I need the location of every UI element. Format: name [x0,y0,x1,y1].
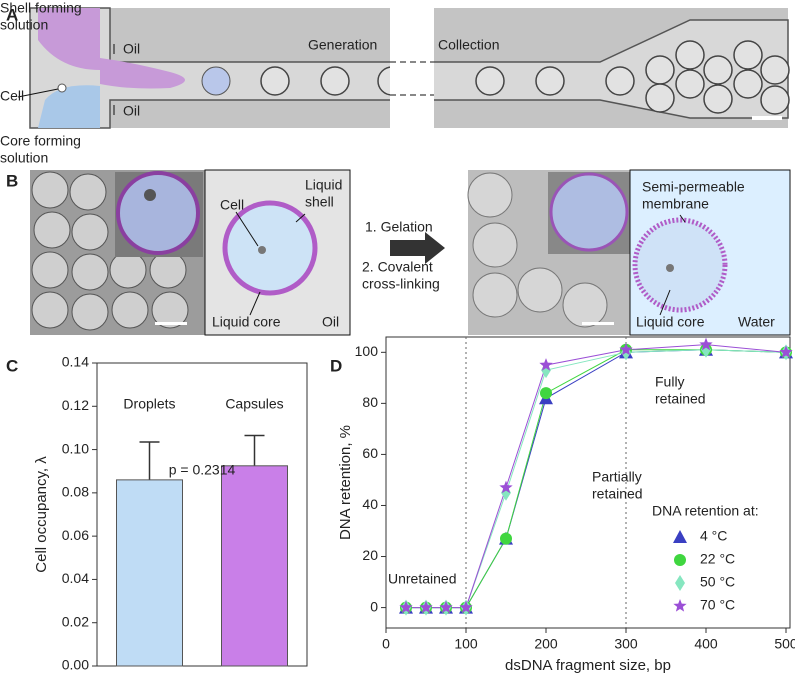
x-tick-label: 0 [382,636,390,652]
marker [674,554,686,566]
panel-a-image [17,7,790,129]
legend-label: 22 °C [700,551,735,567]
y-tick-label: 0.12 [62,397,89,413]
panel-label: B [6,171,18,190]
annotation: 2. Covalent [362,259,433,275]
annotation: Core forming [0,133,81,149]
annotation: Generation [308,37,377,53]
annotation: cross-linking [362,276,440,292]
annotation: p = 0.2314 [169,462,236,478]
annotation: Unretained [388,571,457,587]
annotation: Fully [655,374,685,390]
annotation: retained [655,391,706,407]
annotation: Cell [0,88,24,104]
y-tick-label: 0.04 [62,570,89,586]
legend-title: DNA retention at: [652,503,759,519]
marker [539,358,553,371]
annotation: Cell [220,197,244,213]
y-axis-label: DNA retention, % [337,425,354,540]
x-tick-label: 500 [774,636,795,652]
y-tick-label: 100 [355,343,379,359]
x-tick-label: 100 [454,636,478,652]
plot-frame [96,362,308,667]
y-axis-label: Cell occupancy, λ [33,456,50,573]
legend-label: 4 °C [700,528,727,544]
panel-label: C [6,356,18,375]
annotation: Oil [123,103,140,119]
marker [673,530,687,543]
annotation: Shell forming [0,0,82,16]
marker [399,600,413,614]
panel-label: A [6,5,18,24]
y-tick-label: 0.06 [62,527,89,543]
y-tick-label: 0.02 [62,613,89,629]
panel-b-image [30,169,791,336]
category-label: Capsules [225,396,283,412]
y-tick-label: 0.08 [62,484,89,500]
bar [116,479,183,667]
y-tick-label: 20 [362,547,378,563]
category-label: Droplets [123,396,175,412]
y-tick-label: 0.00 [62,657,89,673]
annotation: solution [0,17,48,33]
y-tick-label: 0.14 [62,354,89,370]
marker [439,600,453,614]
panel-label: D [330,356,342,375]
marker [540,387,552,400]
y-tick-label: 0 [370,598,378,614]
marker [779,345,793,358]
annotation: 1. Gelation [365,219,433,235]
annotation: membrane [642,196,709,212]
annotation: Liquid [305,177,342,193]
x-axis-label: dsDNA fragment size, bp [505,657,671,674]
marker [675,575,685,591]
bar [221,465,288,667]
y-tick-label: 60 [362,445,378,461]
marker [619,342,633,356]
annotation: Oil [123,41,140,57]
annotation: Semi-permeable [642,179,745,195]
annotation: retained [592,486,643,502]
marker [699,337,713,351]
marker [499,480,513,494]
x-tick-label: 400 [694,636,718,652]
annotation: Water [738,314,775,330]
marker [500,532,512,545]
y-tick-label: 80 [362,394,378,410]
annotation: solution [0,150,48,166]
x-tick-label: 200 [534,636,558,652]
annotation: Partially [592,469,642,485]
annotation: Liquid core [636,314,705,330]
marker [673,599,687,612]
y-tick-label: 0.10 [62,440,89,456]
y-tick-label: 40 [362,496,378,512]
legend-label: 50 °C [700,574,735,590]
plot-frame [385,336,791,629]
annotation: Oil [322,314,339,330]
annotation: Liquid core [212,314,281,330]
x-tick-label: 300 [614,636,638,652]
marker [419,600,433,614]
annotation: Collection [438,37,499,53]
annotation: shell [305,194,334,210]
marker [459,600,473,614]
legend-label: 70 °C [700,597,735,613]
